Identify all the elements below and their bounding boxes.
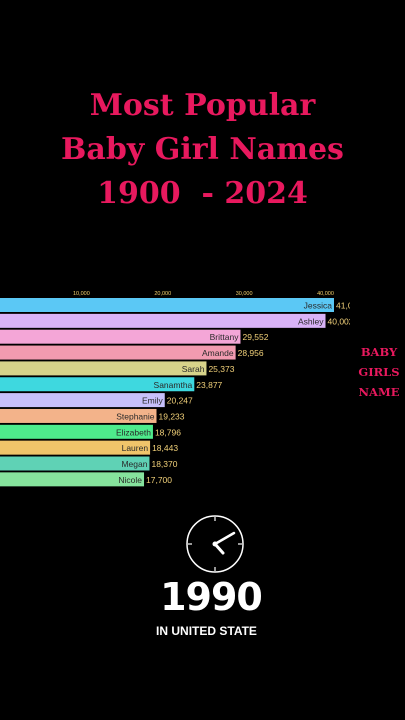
bar-value-label: 18,370	[151, 459, 177, 469]
x-tick-label: 10,000	[73, 291, 90, 297]
bar-category-label: Megan	[121, 459, 147, 469]
side-label-line-2: GIRLS	[358, 365, 400, 379]
bar	[0, 456, 150, 471]
bar-category-label: Jessica	[304, 301, 333, 311]
bar-category-label: Amande	[202, 348, 234, 358]
bar-category-label: Emily	[142, 396, 164, 406]
bar-category-label: Lauren	[122, 443, 149, 453]
bar-value-label: 20,247	[167, 396, 193, 406]
side-label-line-1: BABY	[360, 345, 398, 359]
bar-value-label: 41,046	[336, 301, 350, 311]
bar	[0, 313, 326, 328]
bar-category-label: Sarah	[182, 364, 205, 374]
bar-value-label: 18,443	[152, 443, 178, 453]
bar-value-label: 17,700	[146, 475, 172, 485]
bar-category-label: Nicole	[118, 475, 142, 485]
clock-icon	[186, 515, 244, 573]
x-tick-label: 40,000	[317, 291, 334, 297]
side-label-line-3: NAME	[358, 385, 400, 399]
year-display: 1990	[160, 575, 263, 619]
country-caption: IN UNITED STATE	[156, 624, 257, 638]
title-line-3: 1900 - 2024	[97, 176, 308, 211]
side-label: BABY GIRLS NAME	[348, 342, 405, 402]
bar-value-label: 18,796	[155, 427, 181, 437]
x-tick-label: 20,000	[154, 291, 171, 297]
bar-value-label: 23,877	[196, 380, 222, 390]
bar-category-label: Sanamtha	[154, 380, 193, 390]
bar	[0, 424, 153, 439]
bar	[0, 329, 241, 344]
title-line-1: Most Popular	[89, 88, 316, 123]
bar	[0, 393, 165, 408]
bar-category-label: Stephanie	[116, 411, 155, 421]
bar-category-label: Elizabeth	[116, 427, 151, 437]
bar	[0, 345, 236, 360]
title-line-2: Baby Girl Names	[61, 132, 344, 167]
bar-value-label: 40,002	[328, 316, 350, 326]
bar	[0, 408, 157, 423]
bar-category-label: Ashley	[298, 316, 324, 326]
bar-value-label: 28,956	[238, 348, 264, 358]
chart-title: Most Popular Baby Girl Names 1900 - 2024	[0, 84, 405, 216]
bar	[0, 472, 145, 487]
bar	[0, 377, 195, 392]
bar-value-label: 19,233	[159, 411, 185, 421]
bar	[0, 298, 334, 312]
bar-category-label: Brittany	[210, 332, 240, 342]
bar-value-label: 25,373	[208, 364, 234, 374]
x-tick-label: 30,000	[236, 291, 253, 297]
bar	[0, 361, 207, 376]
bar-value-label: 29,552	[242, 332, 268, 342]
bar	[0, 440, 151, 455]
